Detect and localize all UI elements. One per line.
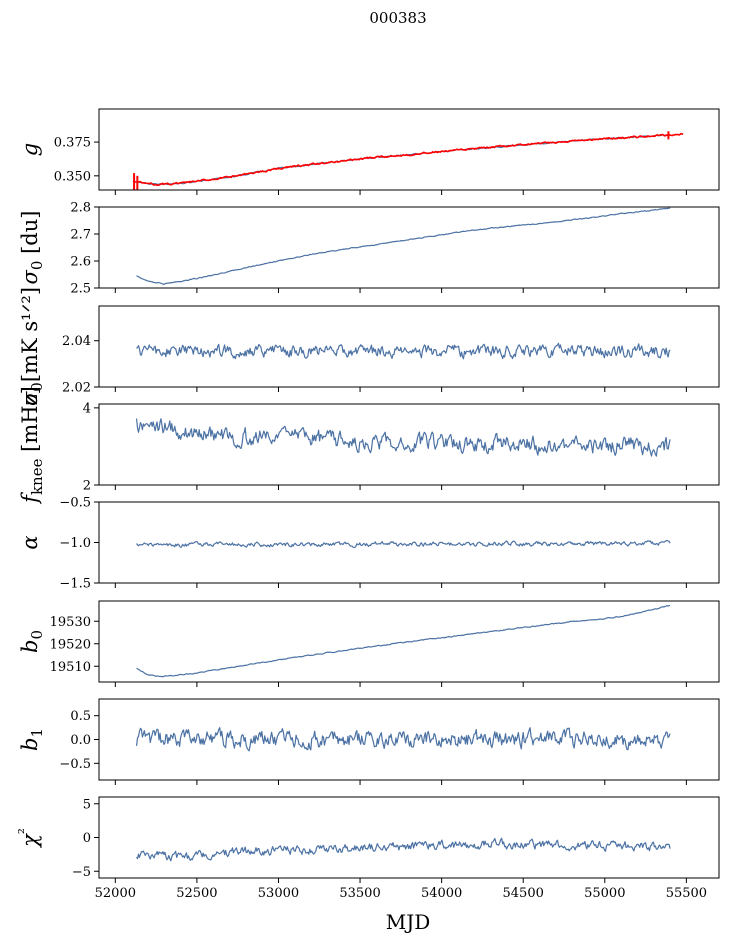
panel-g: 0.350 0.375 g bbox=[18, 108, 720, 195]
y-label-symbol-b1: b bbox=[18, 738, 42, 751]
axes-frame-fknee bbox=[98, 403, 720, 486]
y-tick-label-alpha-2: −0.5 bbox=[59, 496, 91, 511]
y-tick-label-chi2-1: 0 bbox=[83, 831, 91, 846]
y-label-subscript-b1: 1 bbox=[28, 728, 46, 738]
figure-title: 000383 bbox=[369, 9, 426, 27]
series-line-g bbox=[136, 133, 671, 186]
y-label-subscript-fknee: knee bbox=[28, 458, 46, 495]
axes-frame-sigma0_mK bbox=[98, 305, 720, 388]
y-axis-label-b0: b0 bbox=[18, 630, 46, 653]
y-label-symbol-sigma0_du: σ bbox=[18, 269, 42, 284]
y-axis-label-sigma0_mK: σ0[mK s¹ᐟ²] bbox=[18, 287, 46, 406]
y-tick-label-chi2-0: −5 bbox=[72, 865, 91, 880]
series-line-b0 bbox=[136, 604, 671, 678]
series-line-alpha bbox=[136, 539, 671, 549]
panel-sigma0_mK: 2.02 2.04 σ0[mK s¹ᐟ²] bbox=[18, 287, 720, 406]
panel-alpha: −1.5 −1.0 −0.5 α bbox=[18, 496, 720, 592]
y-label-subscript-sigma0_mK: 0 bbox=[28, 382, 46, 392]
overlay-line-g bbox=[132, 132, 684, 187]
x-tick-label-0: 52000 bbox=[95, 886, 136, 901]
y-tick-label-fknee-0: 2 bbox=[83, 479, 91, 494]
y-tick-label-b0-1: 19520 bbox=[50, 637, 91, 652]
y-label-symbol-sigma0_mK: σ bbox=[18, 391, 42, 406]
series-line-b1 bbox=[135, 727, 671, 752]
y-tick-label-sigma0_du-3: 2.8 bbox=[70, 201, 91, 216]
y-tick-label-g-0: 0.350 bbox=[54, 169, 91, 184]
y-axis-label-fknee: fknee [mHz] bbox=[18, 386, 46, 505]
x-tick-label-6: 55000 bbox=[584, 886, 625, 901]
x-tick-label-1: 52500 bbox=[176, 886, 217, 901]
y-tick-label-b1-0: −0.5 bbox=[59, 757, 91, 772]
panel-b0: 19510 19520 19530 b0 bbox=[18, 600, 720, 687]
axes-frame-b0 bbox=[98, 600, 720, 683]
y-label-unit-sigma0_du: [du] bbox=[18, 211, 42, 261]
y-tick-label-alpha-0: −1.5 bbox=[59, 577, 91, 592]
series-line-sigma0_du bbox=[136, 207, 671, 286]
y-label-symbol-alpha: α bbox=[18, 535, 42, 549]
y-tick-label-sigma0_mK-0: 2.02 bbox=[62, 381, 91, 396]
axes-frame-sigma0_du bbox=[98, 206, 720, 289]
x-tick-label-5: 54500 bbox=[503, 886, 544, 901]
x-tick-label-3: 53500 bbox=[339, 886, 380, 901]
y-label-symbol-chi2: χ bbox=[18, 833, 42, 849]
series-line-fknee bbox=[135, 418, 671, 457]
series-line-sigma0_mK bbox=[136, 342, 671, 360]
y-label-unit-sigma0_mK: [mK s¹ᐟ²] bbox=[18, 287, 42, 382]
y-tick-label-sigma0_du-2: 2.7 bbox=[70, 228, 91, 243]
y-tick-label-b0-0: 19510 bbox=[50, 660, 91, 675]
x-tick-label-2: 53000 bbox=[258, 886, 299, 901]
y-label-subscript-b0: 0 bbox=[28, 630, 46, 640]
y-tick-label-sigma0_du-0: 2.5 bbox=[70, 282, 91, 297]
series-line-chi2 bbox=[136, 837, 671, 862]
y-label-symbol-fknee: f bbox=[18, 492, 42, 505]
y-label-superscript-chi2: ² bbox=[15, 828, 33, 834]
y-tick-label-b1-1: 0.0 bbox=[70, 733, 91, 748]
x-axis-label: MJD bbox=[386, 910, 431, 934]
y-tick-label-chi2-2: 5 bbox=[83, 797, 91, 812]
axes-frame-chi2 bbox=[98, 796, 720, 879]
axes-frame-g bbox=[98, 108, 720, 191]
panel-fknee: 2 4 fknee [mHz] bbox=[18, 386, 720, 505]
y-axis-label-chi2: χ² bbox=[15, 828, 42, 849]
y-axis-label-alpha: α bbox=[18, 535, 42, 549]
panel-chi2: −5 0 5 52000 52500 53000 53500 54000 54500 55000 5… bbox=[15, 796, 720, 901]
y-tick-label-b1-2: 0.5 bbox=[70, 709, 91, 724]
y-axis-label-b1: b1 bbox=[18, 728, 46, 751]
y-label-symbol-b0: b bbox=[18, 640, 42, 653]
y-tick-label-sigma0_du-1: 2.6 bbox=[70, 255, 91, 270]
y-tick-label-b0-2: 19530 bbox=[50, 615, 91, 630]
x-tick-label-7: 55500 bbox=[666, 886, 707, 901]
y-label-symbol-g: g bbox=[18, 143, 42, 156]
panel-b1: −0.5 0.0 0.5 b1 bbox=[18, 698, 720, 785]
x-tick-label-4: 54000 bbox=[421, 886, 462, 901]
panel-sigma0_du: 2.5 2.6 2.7 2.8 σ0 [du] bbox=[18, 201, 720, 297]
y-tick-label-sigma0_mK-1: 2.04 bbox=[62, 334, 91, 349]
y-label-unit-fknee: [mHz] bbox=[18, 386, 42, 458]
y-axis-label-sigma0_du: σ0 [du] bbox=[18, 211, 46, 285]
axes-frame-alpha bbox=[98, 501, 720, 584]
y-tick-label-alpha-1: −1.0 bbox=[59, 536, 91, 551]
y-axis-label-g: g bbox=[18, 143, 42, 156]
y-label-subscript-sigma0_du: 0 bbox=[28, 261, 46, 271]
y-tick-label-fknee-1: 4 bbox=[83, 401, 91, 416]
y-tick-label-g-1: 0.375 bbox=[54, 136, 91, 151]
